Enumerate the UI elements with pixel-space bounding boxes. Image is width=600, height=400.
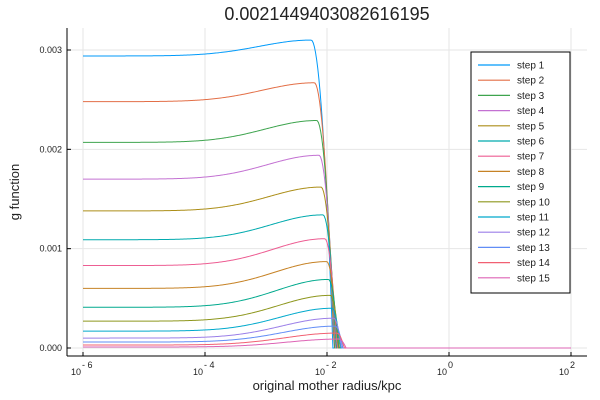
legend-label: step 7 bbox=[517, 152, 545, 163]
legend-label: step 6 bbox=[517, 137, 545, 148]
y-tick-label: 0.002 bbox=[39, 144, 62, 154]
y-tick-label: 0.001 bbox=[39, 244, 62, 254]
x-tick-exponent: - 4 bbox=[204, 360, 215, 370]
y-tick-label: 0.000 bbox=[39, 343, 62, 353]
x-tick-label: 10- 2 bbox=[315, 360, 337, 377]
legend-label: step 5 bbox=[517, 121, 545, 132]
x-tick-label: 10- 6 bbox=[71, 360, 93, 377]
legend-label: step 15 bbox=[517, 273, 550, 284]
x-tick-base: 10 bbox=[559, 367, 569, 377]
series-line-step-15 bbox=[83, 338, 571, 349]
x-tick-exponent: 0 bbox=[448, 360, 453, 370]
legend-box bbox=[470, 51, 571, 294]
y-tick-label: 0.003 bbox=[39, 45, 62, 55]
legend-label: step 14 bbox=[517, 258, 550, 269]
series-line-step-4 bbox=[83, 154, 571, 349]
legend-label: step 2 bbox=[517, 76, 545, 87]
series-line-step-13 bbox=[83, 325, 571, 349]
x-tick-base: 10 bbox=[193, 367, 203, 377]
series-line-step-8 bbox=[83, 261, 571, 349]
legend-label: step 8 bbox=[517, 167, 545, 178]
legend-label: step 9 bbox=[517, 182, 545, 193]
legend-label: step 3 bbox=[517, 91, 545, 102]
series-line-step-2 bbox=[83, 82, 571, 349]
legend-label: step 11 bbox=[517, 213, 549, 224]
x-tick-base: 10 bbox=[315, 367, 325, 377]
x-tick-label: 100 bbox=[437, 360, 453, 377]
x-tick-base: 10 bbox=[71, 367, 81, 377]
x-tick-label: 102 bbox=[559, 360, 575, 377]
x-tick-exponent: - 2 bbox=[326, 360, 337, 370]
chart-title: 0.0021449403082616195 bbox=[224, 4, 429, 24]
series-lines bbox=[83, 39, 571, 349]
legend-label: step 4 bbox=[517, 106, 545, 117]
legend: step 1 step 2 step 3 step 4 step 5 step 6 step… bbox=[470, 51, 571, 294]
legend-label: step 13 bbox=[517, 243, 550, 254]
legend-label: step 10 bbox=[517, 197, 550, 208]
series-line-step-9 bbox=[83, 278, 571, 349]
series-line-step-1 bbox=[83, 39, 571, 349]
series-line-step-12 bbox=[83, 317, 571, 349]
legend-label: step 1 bbox=[517, 61, 545, 72]
y-ticks: 0.000 0.001 0.002 0.003 bbox=[39, 45, 71, 353]
series-line-step-5 bbox=[83, 186, 571, 349]
x-axis-label: original mother radius/kpc bbox=[253, 378, 402, 393]
series-line-step-6 bbox=[83, 214, 571, 349]
legend-label: step 12 bbox=[517, 228, 550, 239]
series-line-step-7 bbox=[83, 238, 571, 349]
x-tick-exponent: 2 bbox=[570, 360, 575, 370]
x-tick-label: 10- 4 bbox=[193, 360, 215, 377]
grid bbox=[67, 28, 587, 356]
series-line-step-3 bbox=[83, 120, 571, 349]
series-line-step-11 bbox=[83, 307, 571, 349]
y-axis-label: g function bbox=[7, 164, 22, 220]
series-line-step-10 bbox=[83, 294, 571, 349]
series-line-step-14 bbox=[83, 332, 571, 349]
x-tick-base: 10 bbox=[437, 367, 447, 377]
x-tick-exponent: - 6 bbox=[82, 360, 93, 370]
